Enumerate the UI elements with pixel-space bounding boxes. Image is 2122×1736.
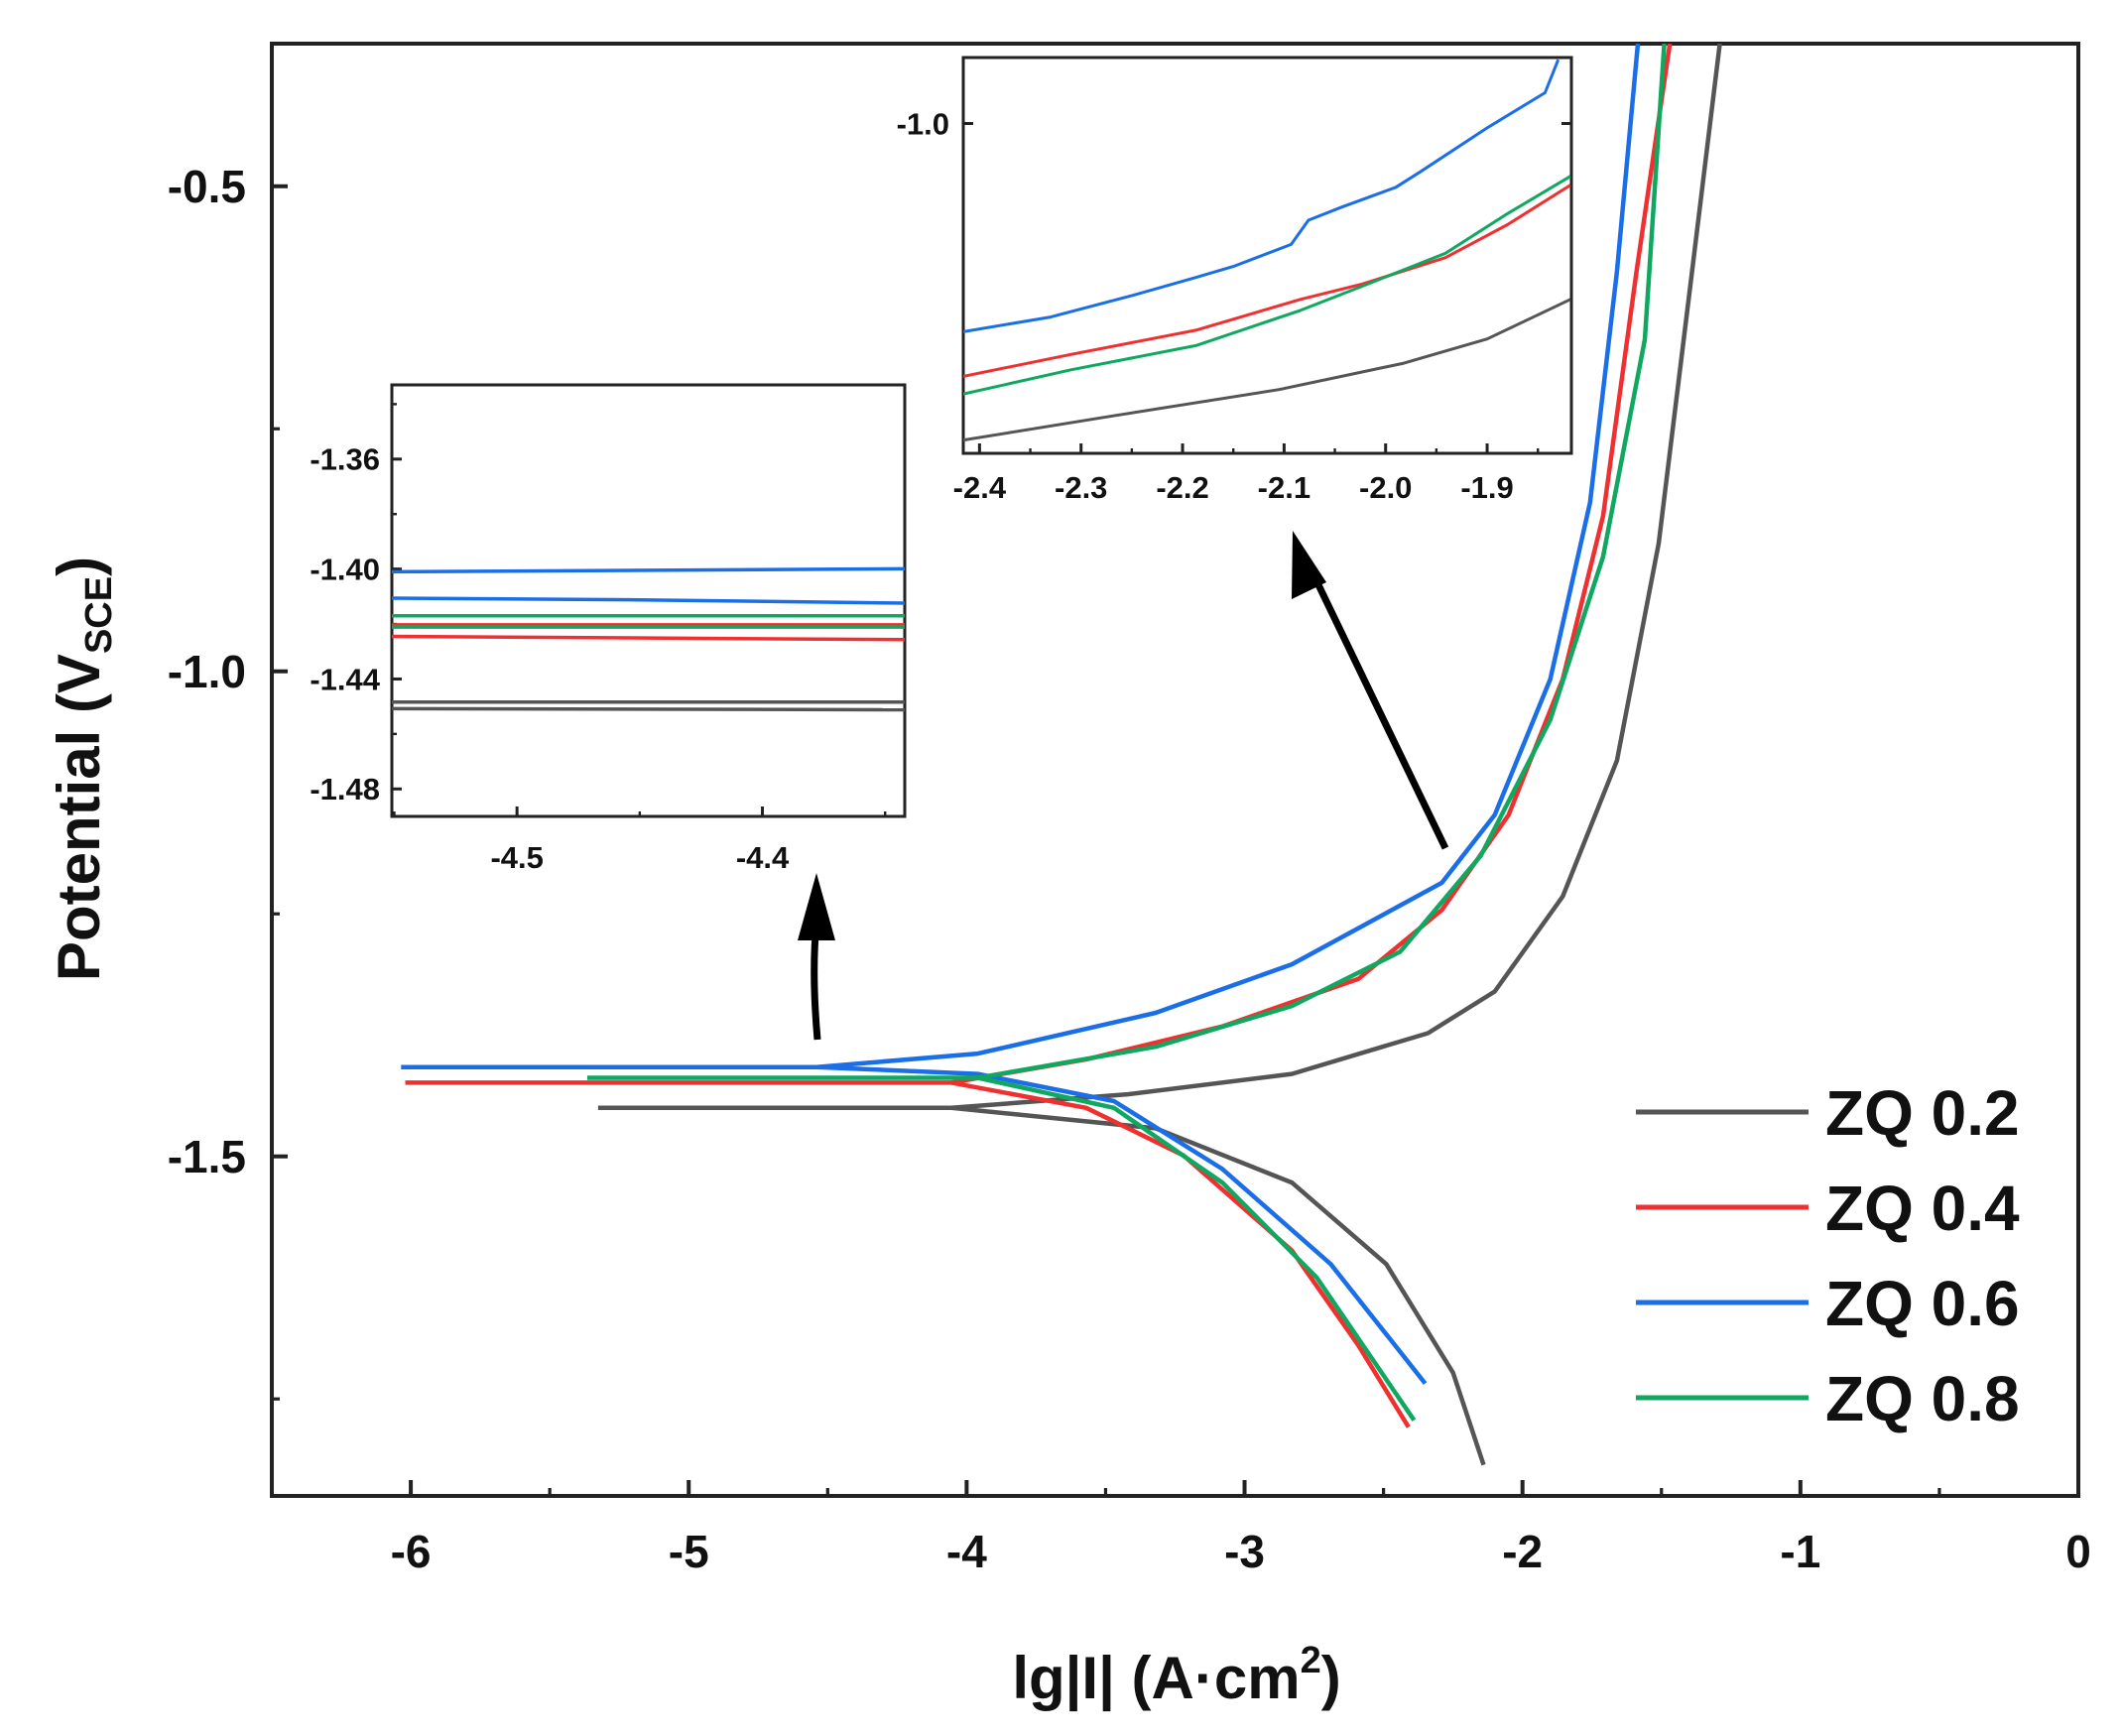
series-line-zq-08-anodic — [587, 44, 1667, 1080]
y-tick-label: -1.40 — [310, 552, 380, 586]
x-tick-label: -2.4 — [953, 470, 1007, 505]
series-line-zq-04-0 — [963, 184, 1571, 378]
y-tick-label: -1.5 — [168, 1131, 246, 1182]
series-line-zq-04-cathodic — [950, 1080, 1411, 1428]
x-tick-label: -3 — [1224, 1526, 1265, 1577]
inset-corrosion-potential: -4.5 -4.4 -1.36 -1.40 -1.44 -1.48 — [310, 383, 907, 875]
arrow-head-top — [1292, 531, 1326, 599]
series-line-zq-06-1 — [392, 596, 905, 605]
y-tick-label: -1.0 — [897, 106, 949, 141]
series-group — [401, 44, 1722, 1466]
series-line-zq-06-0 — [963, 59, 1560, 333]
legend-label: ZQ 0.2 — [1825, 1077, 2020, 1149]
x-tick-label: -2.1 — [1258, 470, 1311, 505]
x-tick-label: -2.0 — [1359, 470, 1412, 505]
inset-anodic: -2.4 -2.3 -2.2 -2.1 -2.0 -1.9 -1.0 — [897, 56, 1573, 505]
series-line-zq-02-0 — [963, 298, 1571, 442]
x-tick-label: -4.5 — [490, 840, 543, 875]
y-tick-label: -1.44 — [310, 662, 380, 696]
series-line-zq-06-cathodic — [816, 1064, 1428, 1385]
x-tick-label: -6 — [391, 1526, 432, 1577]
legend: ZQ 0.2 ZQ 0.4 ZQ 0.6 ZQ 0.8 — [1636, 1077, 2020, 1434]
series-group — [392, 566, 905, 712]
x-tick-label: 0 — [2065, 1526, 2091, 1577]
x-tick-label: -1 — [1780, 1526, 1820, 1577]
x-axis-title: lg|I| (A·cm2) — [1012, 1640, 1340, 1712]
plot-frame — [961, 56, 1573, 455]
legend-label: ZQ 0.8 — [1825, 1363, 2020, 1434]
arrow-head-left — [798, 873, 835, 940]
x-tick-label: -4.4 — [736, 840, 790, 875]
y-tick-label: -1.48 — [310, 772, 380, 806]
y-tick-label: -1.36 — [310, 442, 380, 477]
arrows — [798, 531, 1449, 1041]
series-line-zq-08-0 — [963, 175, 1571, 396]
series-line-zq-02-1 — [392, 706, 905, 712]
x-tick-label: -1.9 — [1460, 470, 1513, 505]
x-tick-label: -2.3 — [1055, 470, 1107, 505]
series-group — [963, 59, 1571, 442]
arrow-to-inset-top — [1308, 568, 1449, 850]
y-axis-title: Potential (VSCE) — [46, 557, 120, 981]
y-tick-label: -1.0 — [168, 646, 246, 697]
x-tick-label: -2 — [1502, 1526, 1543, 1577]
series-line-zq-04-1 — [392, 634, 905, 642]
series-line-zq-06-0 — [392, 566, 905, 574]
y-tick-label: -0.5 — [168, 161, 246, 212]
legend-label: ZQ 0.4 — [1825, 1173, 2020, 1244]
legend-label: ZQ 0.6 — [1825, 1268, 2020, 1339]
x-tick-label: -2.2 — [1156, 470, 1208, 505]
x-tick-label: -4 — [946, 1526, 987, 1577]
x-tick-label: -5 — [669, 1526, 709, 1577]
series-line-zq-06-anodic — [401, 44, 1641, 1069]
series-line-zq-08-cathodic — [977, 1075, 1417, 1422]
